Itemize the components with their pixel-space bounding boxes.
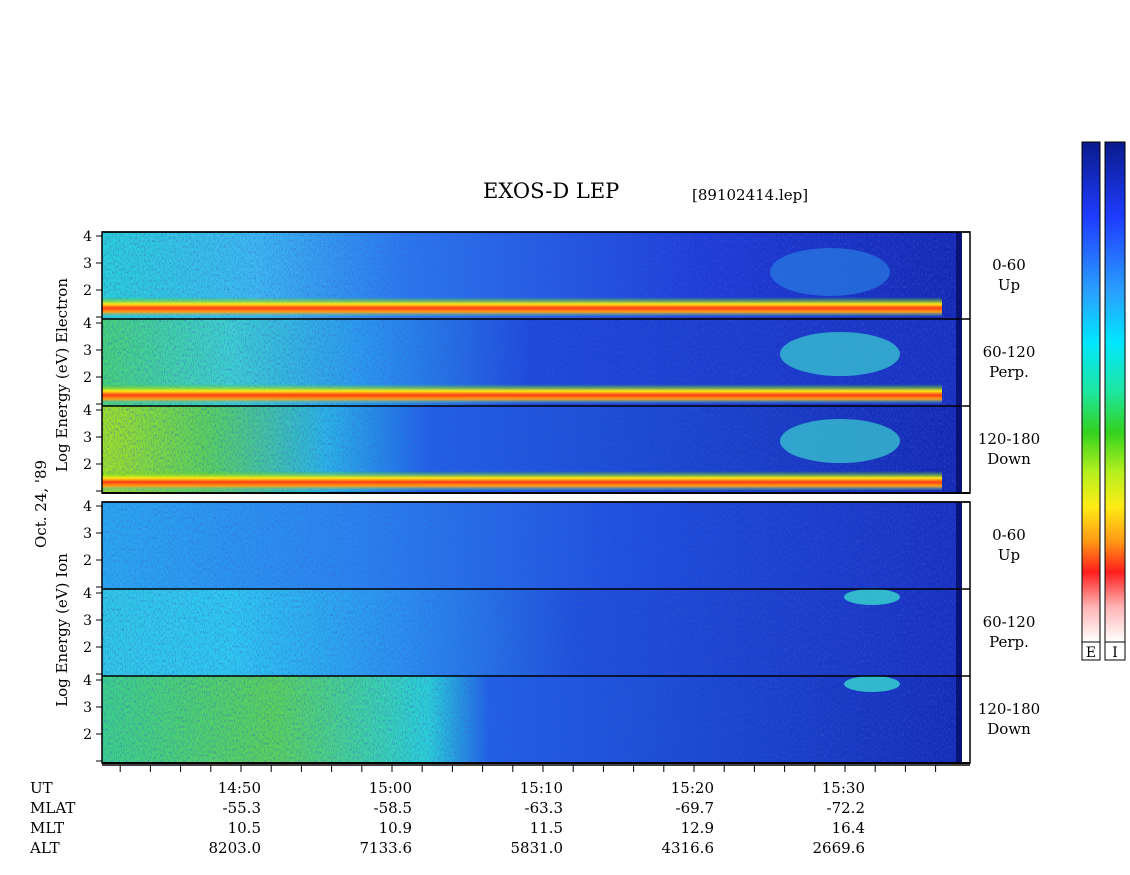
file-label: [89102414.lep]	[692, 186, 808, 204]
colorbar-i-label: I	[1112, 645, 1118, 661]
electron-ylabel: Log Energy (eV) Electron	[53, 278, 71, 472]
colorbar-e: E	[1081, 141, 1101, 661]
direction-label: Down	[987, 720, 1031, 738]
plasma-feature	[770, 248, 890, 296]
chart-title: EXOS-D LEP	[483, 179, 619, 203]
time-axis	[102, 764, 970, 772]
ion-panel-1: 2 3 4 60-120 Perp.	[83, 586, 1035, 676]
ephem-value: 12.9	[681, 819, 714, 837]
plasma-feature	[844, 676, 900, 692]
direction-label: Down	[987, 450, 1031, 468]
date-label: Oct. 24, '89	[32, 460, 50, 548]
ephem-row-label: MLT	[30, 819, 64, 837]
ytick-label: 2	[83, 370, 92, 386]
angle-label: 60-120	[983, 613, 1036, 631]
ion-panel-2: 2 3 4 120-180 Down	[83, 673, 1040, 763]
ephem-row-label: MLAT	[30, 799, 75, 817]
low-energy-band	[102, 384, 942, 404]
angle-label: 120-180	[978, 700, 1040, 718]
low-energy-band	[102, 471, 942, 491]
angle-label: 60-120	[983, 343, 1036, 361]
ephem-value: 8203.0	[209, 839, 262, 857]
ephem-value: 10.9	[379, 819, 412, 837]
direction-label: Up	[998, 276, 1020, 294]
ytick-label: 4	[83, 673, 92, 689]
spectrogram-panels: 2 3 4 0-60 Up 2 3 4 60-120 Perp. 2 3 4 120-180 Down 2 3 4…	[83, 229, 1040, 764]
ephem-value: 7133.6	[360, 839, 413, 857]
ytick-label: 3	[83, 613, 92, 629]
ephem-value: 11.5	[530, 819, 563, 837]
ytick-label: 2	[83, 640, 92, 656]
ytick-label: 4	[83, 316, 92, 332]
low-energy-band	[102, 297, 942, 317]
angle-label: 0-60	[992, 256, 1026, 274]
ephem-value: -69.7	[676, 799, 714, 817]
colorbar-e-label: E	[1086, 645, 1096, 661]
ephem-value: 10.5	[228, 819, 261, 837]
ephem-row-label: ALT	[29, 839, 60, 857]
angle-label: 120-180	[978, 430, 1040, 448]
direction-label: Perp.	[989, 633, 1029, 651]
ytick-label: 2	[83, 727, 92, 743]
electron-panel-2: 2 3 4 120-180 Down	[83, 403, 1040, 493]
ephem-value: -55.3	[223, 799, 261, 817]
ytick-label: 2	[83, 457, 92, 473]
ephem-value: 15:10	[520, 779, 563, 797]
ephem-value: 15:30	[822, 779, 865, 797]
ytick-label: 2	[83, 553, 92, 569]
ephem-value: 15:00	[369, 779, 412, 797]
direction-label: Perp.	[989, 363, 1029, 381]
ytick-label: 3	[83, 256, 92, 272]
ephemeris-table: UT 14:50 15:00 15:10 15:20 15:30 MLAT -55.3 -58.…	[29, 779, 865, 857]
colorbar-i: I	[1104, 141, 1126, 661]
ephem-row-label: UT	[30, 779, 53, 797]
ytick-label: 4	[83, 586, 92, 602]
ephem-value: -72.2	[827, 799, 865, 817]
ytick-label: 4	[83, 229, 92, 245]
ytick-label: 3	[83, 430, 92, 446]
ion-panel-0: 2 3 4 0-60 Up	[83, 499, 1026, 589]
electron-panel-0: 2 3 4 0-60 Up	[83, 229, 1026, 319]
ytick-label: 3	[83, 343, 92, 359]
ephem-value: -58.5	[374, 799, 412, 817]
plasma-feature	[780, 419, 900, 463]
ytick-label: 3	[83, 526, 92, 542]
ephem-value: 16.4	[832, 819, 865, 837]
ephem-value: 15:20	[671, 779, 714, 797]
ytick-label: 2	[83, 283, 92, 299]
plasma-feature	[844, 589, 900, 605]
ion-ylabel: Log Energy (eV) Ion	[53, 553, 71, 707]
plasma-feature	[780, 332, 900, 376]
ephem-value: 14:50	[218, 779, 261, 797]
direction-label: Up	[998, 546, 1020, 564]
electron-panel-1: 2 3 4 60-120 Perp.	[83, 316, 1035, 406]
ytick-label: 4	[83, 403, 92, 419]
ytick-label: 4	[83, 499, 92, 515]
ephem-value: -63.3	[525, 799, 563, 817]
ephem-value: 5831.0	[511, 839, 564, 857]
ephem-value: 4316.6	[662, 839, 715, 857]
ephem-value: 2669.6	[813, 839, 866, 857]
angle-label: 0-60	[992, 526, 1026, 544]
ytick-label: 3	[83, 700, 92, 716]
